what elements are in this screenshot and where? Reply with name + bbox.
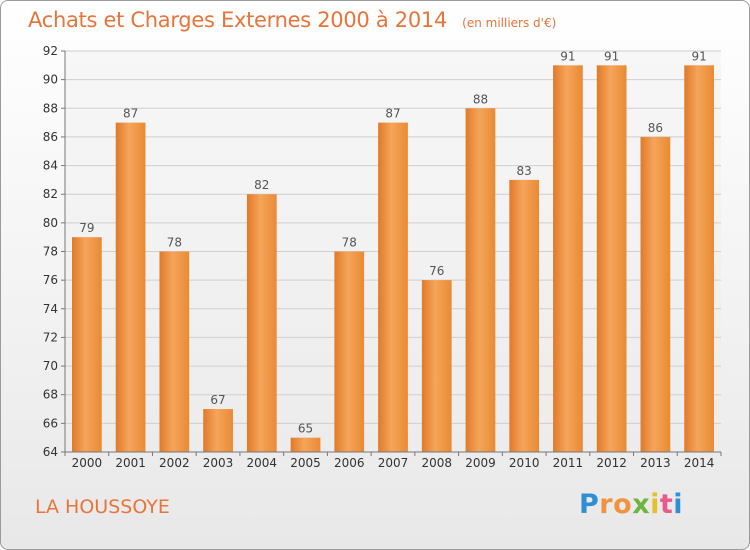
logo-letter: o	[613, 489, 633, 520]
data-label-2004: 82	[254, 178, 269, 192]
chart-title: Achats et Charges Externes 2000 à 2014	[28, 8, 448, 32]
x-tick-label-2005: 2005	[290, 456, 321, 470]
data-label-2011: 91	[560, 49, 575, 63]
chart-subtitle: (en milliers d'€)	[462, 16, 557, 30]
logo-letter: i	[673, 489, 684, 520]
x-tick-label-2004: 2004	[247, 456, 278, 470]
x-tick-label-2011: 2011	[553, 456, 584, 470]
bars	[71, 65, 715, 453]
x-tick-label-2014: 2014	[684, 456, 715, 470]
chart-header: Achats et Charges Externes 2000 à 2014 (…	[28, 8, 556, 32]
data-label-2003: 67	[210, 393, 225, 407]
bar-2000	[71, 237, 102, 452]
data-label-2005: 65	[298, 422, 313, 436]
x-tick-label-2008: 2008	[421, 456, 452, 470]
data-label-2009: 88	[473, 92, 488, 106]
x-tick-label-2007: 2007	[378, 456, 409, 470]
data-label-2014: 91	[691, 49, 706, 63]
bar-2013	[640, 136, 671, 452]
y-axis: 64 66 68 70 72 74 76 78 80 82 84 86 88 90 92	[43, 44, 66, 459]
y-tick-label: 74	[43, 302, 58, 316]
x-tick-label-2001: 2001	[115, 456, 146, 470]
bar-2006	[334, 251, 365, 452]
x-tick-label-2000: 2000	[72, 456, 103, 470]
data-label-2000: 79	[79, 221, 94, 235]
bar-2003	[203, 409, 233, 452]
logo-letter: i	[650, 489, 660, 520]
data-labels: 79 87 78 67 82 65 78 87 76 88 83 91 91 86 91	[79, 49, 707, 435]
x-tick-label-2012: 2012	[596, 456, 627, 470]
logo-letter: P	[579, 489, 600, 520]
bar-2014	[684, 65, 715, 453]
bar-2008	[421, 280, 452, 452]
data-label-2002: 78	[167, 236, 182, 250]
y-tick-label: 90	[43, 73, 58, 87]
y-tick-label: 84	[43, 159, 58, 173]
x-axis: 2000 2001 2002 2003 2004 2005 2006 2007 2008 2009…	[64, 451, 722, 470]
y-tick-label: 78	[43, 245, 58, 259]
data-label-2010: 83	[517, 164, 532, 178]
bar-2007	[378, 122, 408, 452]
y-tick-label: 86	[43, 130, 58, 144]
x-tick-label-2009: 2009	[465, 456, 496, 470]
y-tick-label: 80	[43, 216, 58, 230]
x-tick-label-2006: 2006	[334, 456, 365, 470]
y-tick-label: 64	[43, 445, 58, 459]
x-tick-label-2013: 2013	[640, 456, 671, 470]
logo-letter: r	[599, 489, 614, 520]
x-tick-label-2010: 2010	[509, 456, 540, 470]
logo-letter: x	[632, 489, 651, 520]
y-tick-label: 92	[43, 44, 58, 58]
data-label-2008: 76	[429, 264, 444, 278]
data-label-2006: 78	[342, 236, 357, 250]
place-name: LA HOUSSOYE	[35, 496, 170, 518]
data-label-2007: 87	[385, 107, 400, 121]
bar-2004	[246, 194, 277, 452]
proxiti-logo: Proxiti	[579, 489, 683, 520]
data-label-2012: 91	[604, 49, 619, 63]
y-tick-label: 72	[43, 330, 58, 344]
bar-2011	[553, 65, 583, 453]
x-tick-label-2002: 2002	[159, 456, 190, 470]
x-tick-label-2003: 2003	[203, 456, 234, 470]
y-tick-label: 70	[43, 359, 58, 373]
data-label-2013: 86	[648, 121, 663, 135]
logo-letter: t	[659, 489, 674, 520]
y-tick-label: 76	[43, 273, 58, 287]
bar-2009	[465, 108, 496, 453]
data-label-2001: 87	[123, 107, 138, 121]
bar-2001	[115, 122, 146, 452]
bar-2012	[596, 65, 627, 453]
bar-2002	[159, 251, 190, 452]
bar-2010	[509, 179, 540, 452]
y-tick-label: 66	[43, 416, 58, 430]
bar-2005	[290, 437, 321, 452]
y-tick-label: 82	[43, 187, 58, 201]
y-tick-label: 68	[43, 388, 58, 402]
y-tick-label: 88	[43, 101, 58, 115]
